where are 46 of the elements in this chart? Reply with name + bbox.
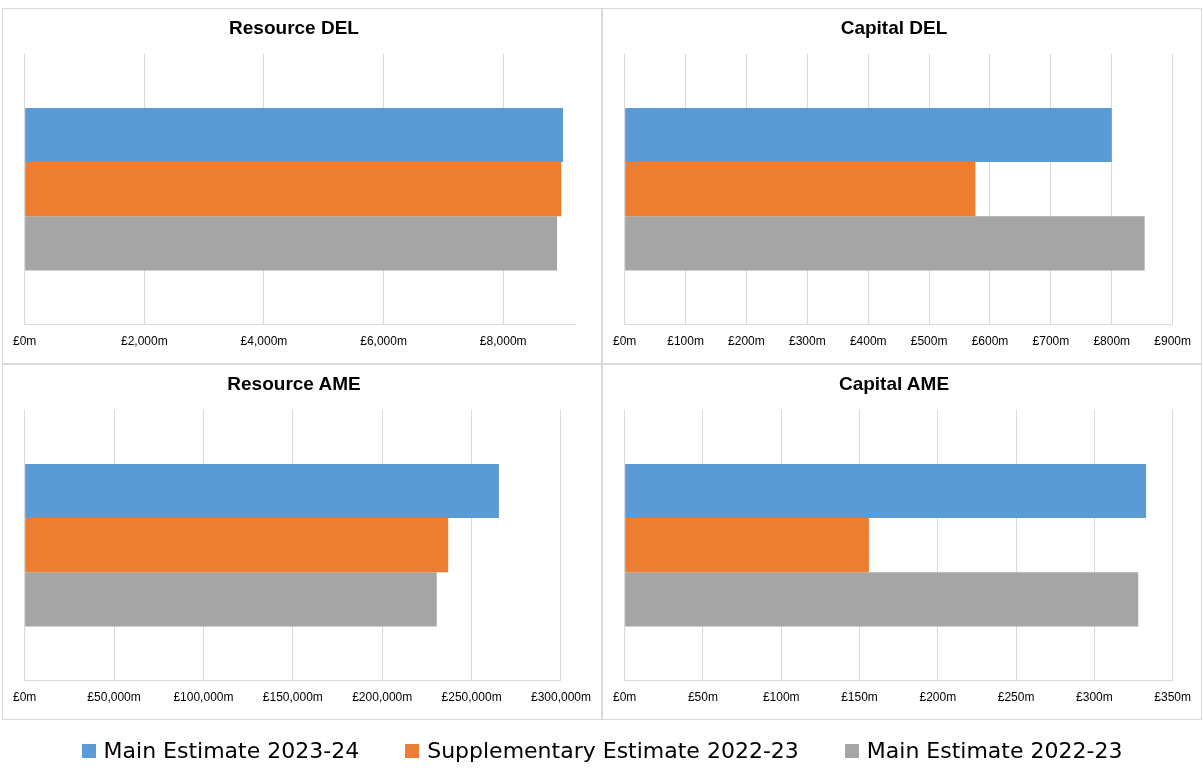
x-tick-label: £50,000m (87, 690, 141, 705)
x-tick-label: £250m (997, 690, 1035, 705)
x-tick-label: £200m (728, 334, 765, 349)
bar (625, 216, 1145, 271)
x-tick-label: £250,000m (441, 690, 502, 705)
x-tick-label: £300m (788, 334, 826, 349)
bar (625, 162, 976, 217)
x-tick-label: £400m (849, 334, 887, 349)
x-tick-label: £4,000m (240, 334, 288, 349)
x-tick-label: £100m (667, 334, 704, 349)
x-tick-label: £700m (1032, 334, 1070, 349)
legend-label: Main Estimate 2023-24 (103, 738, 360, 763)
x-tick-label: £500m (910, 334, 948, 349)
x-tick-label: £300,000m (530, 690, 591, 705)
legend-label: Main Estimate 2022-23 (866, 738, 1123, 763)
x-tick-label: £200,000m (352, 690, 413, 705)
x-tick-label: £0m (613, 334, 637, 349)
x-tick-label: £6,000m (360, 334, 407, 349)
bar (25, 463, 499, 519)
x-tick-label: £150,000m (262, 690, 323, 705)
x-tick-label: £0m (13, 690, 37, 705)
bar (625, 463, 1147, 519)
x-tick-label: £8,000m (479, 334, 527, 349)
x-tick-label: £100,000m (173, 690, 234, 705)
x-tick-label: £0m (613, 690, 637, 705)
x-tick-label: £350m (1154, 690, 1192, 705)
chart-title: Resource DEL (229, 16, 360, 38)
bar (25, 518, 449, 573)
legend-label: Supplementary Estimate 2022-23 (427, 738, 799, 763)
x-tick-label: £50m (687, 690, 718, 705)
bar (625, 107, 1112, 163)
x-tick-label: £600m (971, 334, 1009, 349)
bar (625, 518, 869, 573)
x-tick-label: £0m (13, 334, 37, 349)
chart-title: Capital AME (838, 372, 950, 394)
x-tick-label: £150m (841, 690, 878, 705)
bar (625, 572, 1139, 627)
x-tick-label: £2,000m (120, 334, 168, 349)
x-tick-label: £200m (919, 690, 957, 705)
chart-title: Capital DEL (840, 16, 948, 38)
chart-title: Resource AME (227, 372, 361, 394)
x-tick-label: £900m (1154, 334, 1192, 349)
x-tick-label: £800m (1093, 334, 1131, 349)
x-tick-label: £300m (1076, 690, 1113, 705)
x-tick-label: £100m (762, 690, 800, 705)
bar (25, 572, 437, 627)
